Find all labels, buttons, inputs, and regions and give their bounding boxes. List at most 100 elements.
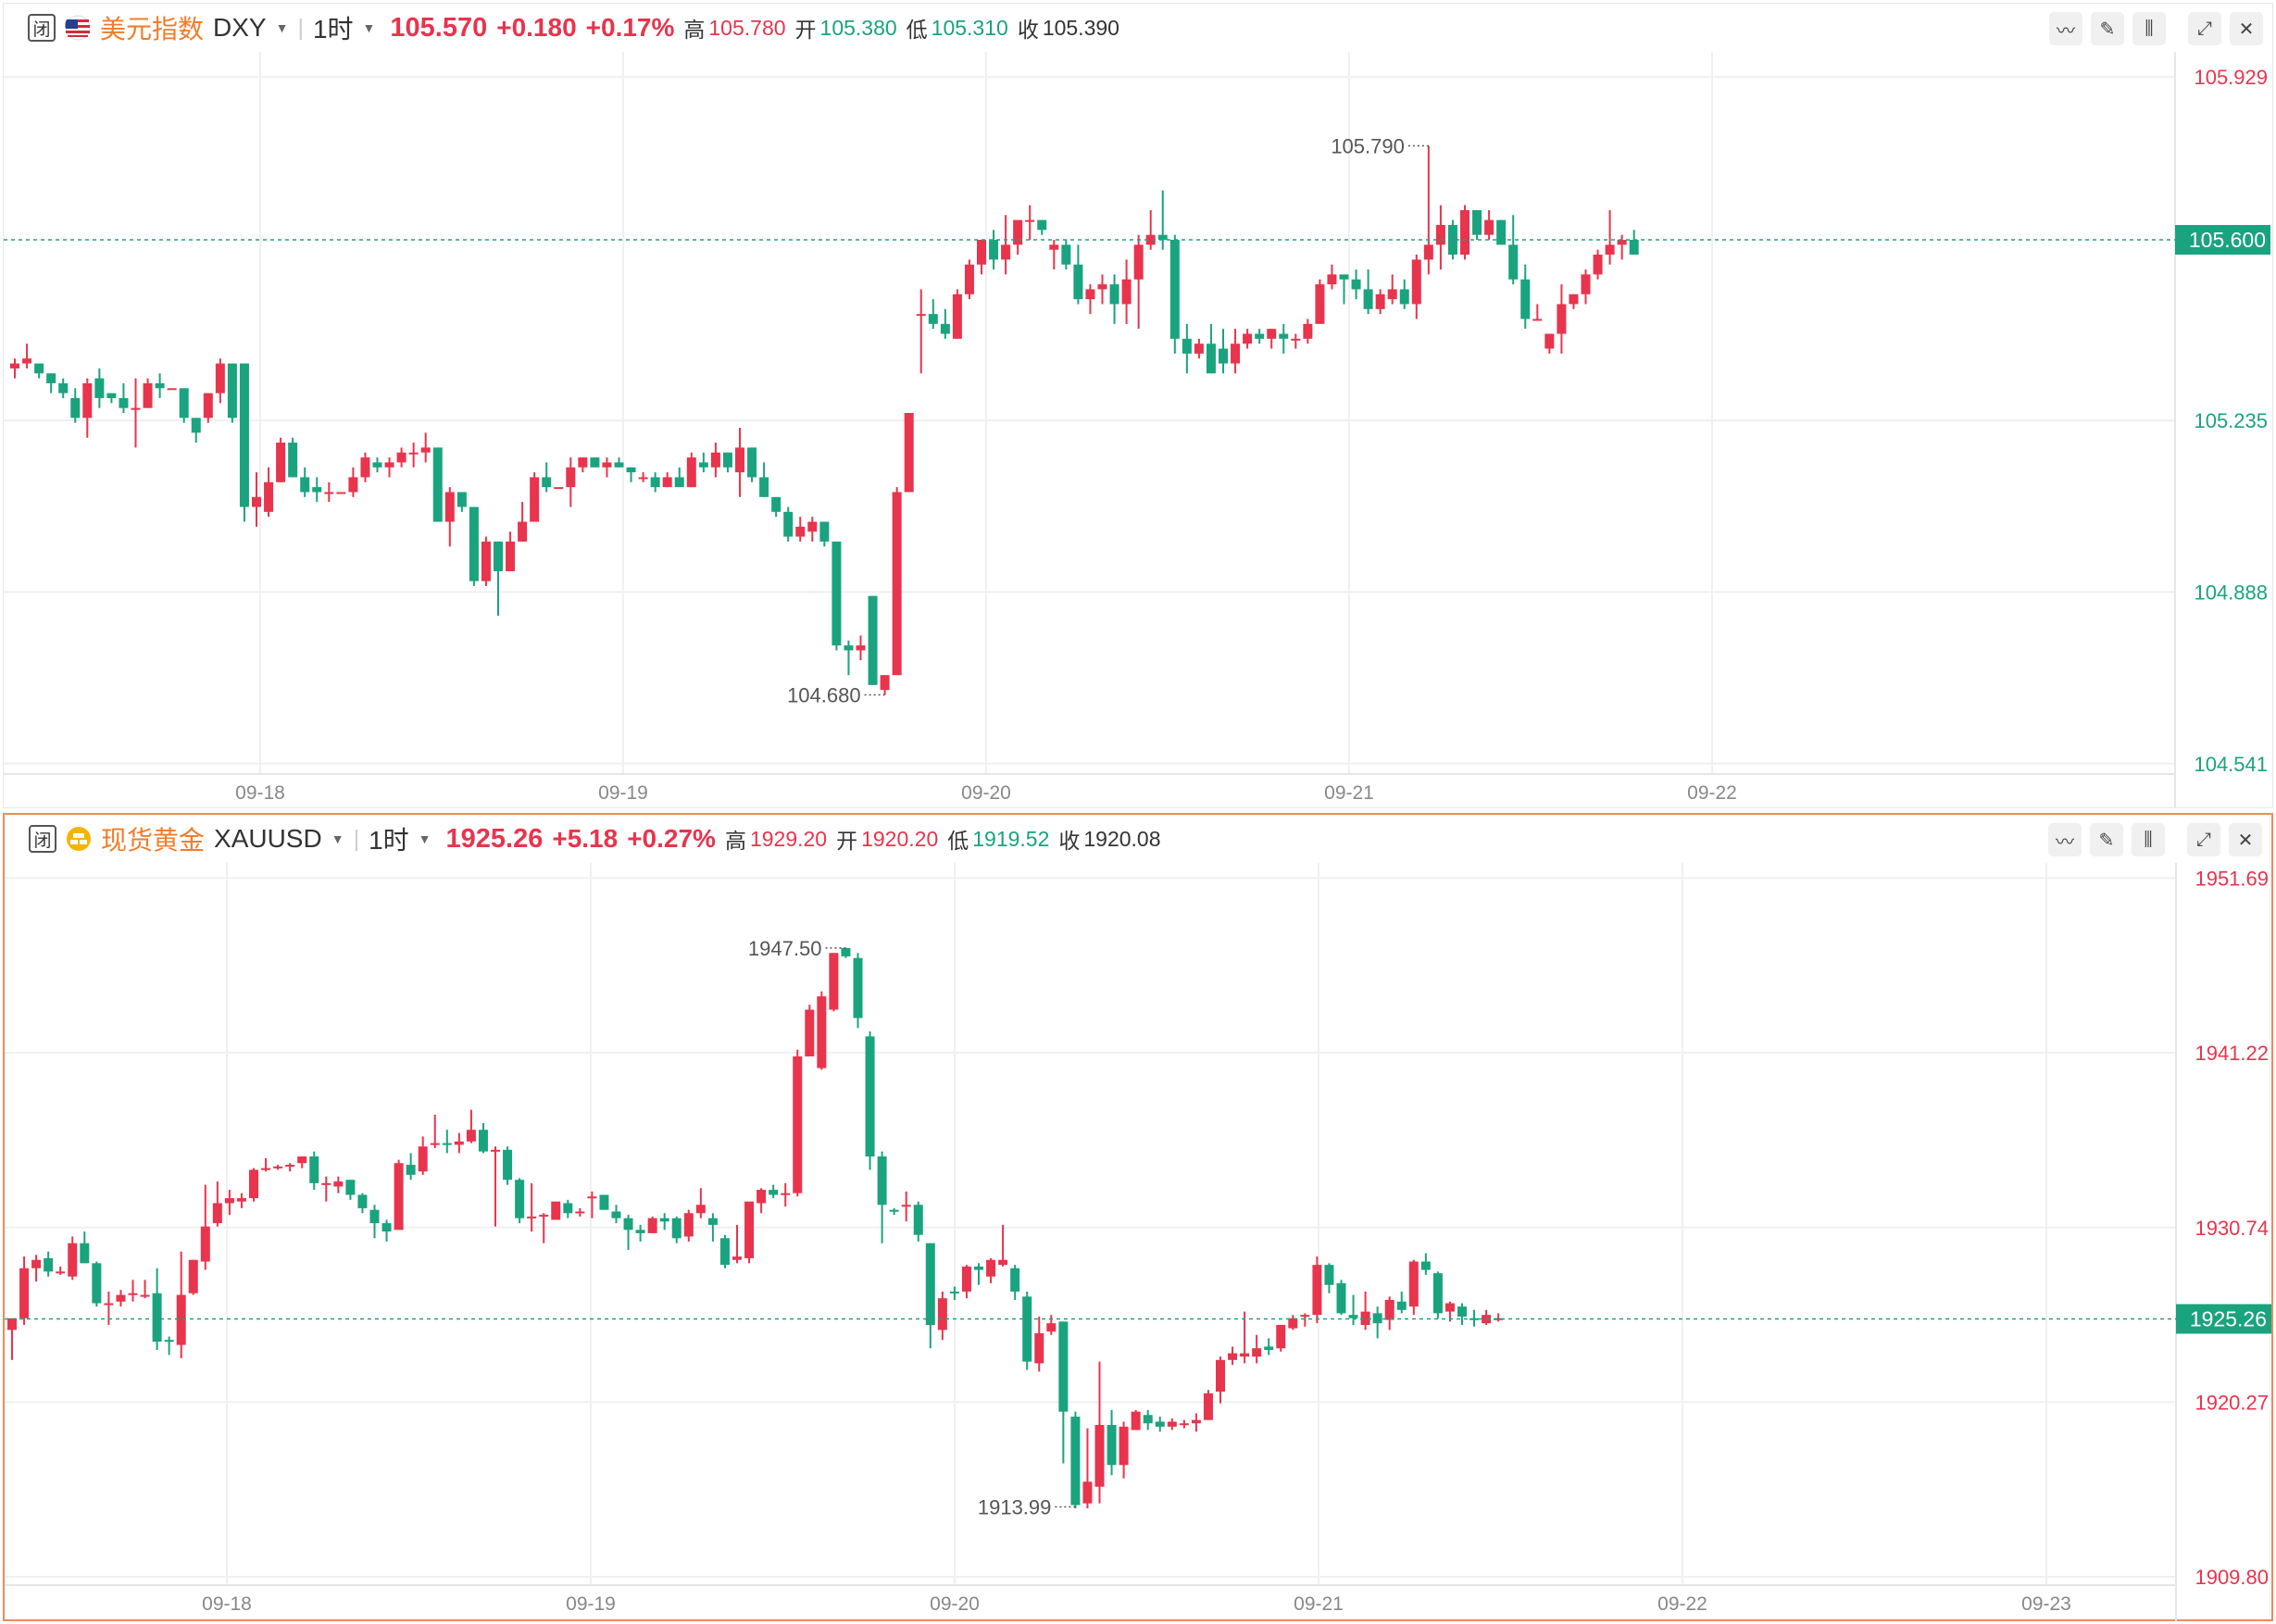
candle-body bbox=[744, 1201, 755, 1258]
candle-body bbox=[1360, 1311, 1370, 1325]
candle-body bbox=[179, 388, 189, 418]
candle-body bbox=[1557, 304, 1567, 334]
candle-body bbox=[1544, 333, 1555, 349]
low-value: 1919.52 bbox=[972, 826, 1050, 851]
close-icon[interactable]: ✕ bbox=[2230, 12, 2263, 45]
candle-body bbox=[1411, 259, 1421, 305]
candle-body bbox=[191, 418, 201, 433]
candle-body bbox=[1022, 1296, 1032, 1362]
candle-body bbox=[46, 373, 56, 383]
candle-body bbox=[1315, 284, 1325, 324]
candle-body bbox=[671, 1218, 682, 1239]
xauusd-chart-panel[interactable]: 闭 现货黄金 XAUUSD ▼ | 1时 ▼ 1925.26 +5.18 +0.… bbox=[3, 813, 2273, 1621]
candle-body bbox=[1593, 255, 1603, 275]
candle-body bbox=[1243, 333, 1253, 344]
pencil-icon[interactable]: ✎ bbox=[2090, 823, 2123, 856]
candle-body bbox=[1617, 240, 1627, 245]
line-chart-icon[interactable]: 〰 bbox=[2048, 823, 2082, 856]
instrument-name[interactable]: 美元指数 bbox=[100, 15, 205, 44]
candle-body bbox=[1629, 240, 1639, 256]
candle-body bbox=[1408, 1261, 1419, 1307]
candle-body bbox=[913, 1205, 923, 1235]
price-change: +0.180 bbox=[496, 13, 577, 42]
candle-body bbox=[252, 496, 261, 507]
extreme-value-label: 105.790 bbox=[1331, 135, 1405, 158]
chevron-down-icon[interactable]: ▼ bbox=[331, 831, 344, 846]
open-value: 105.380 bbox=[819, 15, 897, 40]
candle-body bbox=[200, 1226, 210, 1262]
open-value: 1920.20 bbox=[861, 826, 939, 851]
candle-body bbox=[276, 443, 286, 482]
candle-body bbox=[348, 477, 358, 493]
extreme-value-label: 1947.50 bbox=[748, 937, 822, 960]
dxy-candlestick-chart[interactable]: 09-18 09-19 09-20 09-21 09-22 105.929 105.235 1… bbox=[4, 52, 2272, 807]
candle-body bbox=[215, 363, 225, 394]
close-value: 105.390 bbox=[1042, 15, 1119, 40]
candle-body bbox=[747, 447, 757, 478]
xauusd-candlestick-chart[interactable]: 09-18 09-19 09-20 09-21 09-22 09-23 1951.69 194… bbox=[5, 863, 2271, 1621]
candle-body bbox=[1420, 1261, 1431, 1270]
candle-body bbox=[795, 526, 806, 537]
candle-body bbox=[188, 1259, 198, 1293]
close-icon[interactable]: ✕ bbox=[2229, 823, 2262, 856]
candle-body bbox=[300, 477, 310, 493]
timeframe-selector[interactable]: 1时 bbox=[312, 15, 354, 44]
pencil-icon[interactable]: ✎ bbox=[2091, 12, 2124, 45]
candle-body bbox=[530, 477, 540, 522]
candle-body bbox=[817, 996, 827, 1068]
candle-body bbox=[430, 1143, 440, 1145]
candle-body bbox=[781, 1193, 791, 1195]
candle-body bbox=[940, 323, 950, 334]
candle-body bbox=[735, 447, 744, 473]
candles-icon[interactable]: ⫼ bbox=[2132, 823, 2165, 856]
dxy-chart-panel[interactable]: 闭 美元指数 DXY ▼ | 1时 ▼ 105.570 +0.180 +0.17… bbox=[3, 3, 2273, 808]
chevron-down-icon[interactable]: ▼ bbox=[362, 20, 376, 35]
candle-body bbox=[1288, 1318, 1298, 1329]
candle-body bbox=[1399, 289, 1409, 305]
low-value: 105.310 bbox=[931, 15, 1008, 40]
candles-icon[interactable]: ⫼ bbox=[2132, 12, 2166, 45]
candle-body bbox=[1157, 234, 1168, 241]
candle-body bbox=[418, 1146, 428, 1172]
candle-body bbox=[865, 1036, 875, 1157]
candle-body bbox=[1532, 319, 1543, 321]
candle-body bbox=[1460, 209, 1469, 256]
candle-body bbox=[527, 1216, 537, 1218]
candle-body bbox=[372, 462, 382, 468]
candle-body bbox=[623, 1218, 633, 1230]
candle-body bbox=[119, 397, 129, 408]
expand-icon[interactable]: ⤢ bbox=[2187, 823, 2220, 856]
timeframe-selector[interactable]: 1时 bbox=[369, 826, 409, 855]
candle-body bbox=[683, 1213, 694, 1237]
expand-icon[interactable]: ⤢ bbox=[2188, 12, 2221, 45]
candle-body bbox=[494, 541, 503, 571]
candle-body bbox=[989, 240, 999, 260]
candle-body bbox=[1073, 264, 1083, 300]
instrument-name[interactable]: 现货黄金 bbox=[101, 826, 206, 855]
line-chart-icon[interactable]: 〰 bbox=[2049, 12, 2082, 45]
candle-body bbox=[7, 1318, 17, 1330]
candle-body bbox=[92, 1263, 102, 1304]
candle-body bbox=[432, 447, 443, 522]
candle-body bbox=[880, 675, 890, 691]
candle-body bbox=[1169, 240, 1180, 339]
chevron-down-icon[interactable]: ▼ bbox=[275, 20, 289, 35]
current-price-label: 1925.26 bbox=[2190, 1306, 2267, 1330]
candle-body bbox=[1279, 333, 1289, 339]
candle-body bbox=[506, 541, 516, 571]
market-closed-icon: 闭 bbox=[29, 825, 56, 853]
chevron-down-icon[interactable]: ▼ bbox=[418, 831, 431, 846]
instrument-symbol[interactable]: DXY bbox=[213, 13, 267, 42]
candle-body bbox=[575, 1211, 585, 1214]
candle-body bbox=[408, 452, 419, 455]
candle-body bbox=[602, 462, 612, 468]
x-tick-label: 09-23 bbox=[2021, 1593, 2071, 1615]
candle-body bbox=[1058, 1321, 1069, 1412]
market-closed-icon: 闭 bbox=[28, 14, 56, 42]
candle-body bbox=[805, 1009, 815, 1056]
chart-toolbar: 〰 ✎ ⫼ ⤢ ✕ bbox=[2040, 823, 2262, 856]
candle-body bbox=[321, 1182, 331, 1185]
current-price-tag bbox=[2176, 1304, 2271, 1334]
candle-body bbox=[757, 1190, 767, 1204]
instrument-symbol[interactable]: XAUUSD bbox=[214, 824, 322, 853]
